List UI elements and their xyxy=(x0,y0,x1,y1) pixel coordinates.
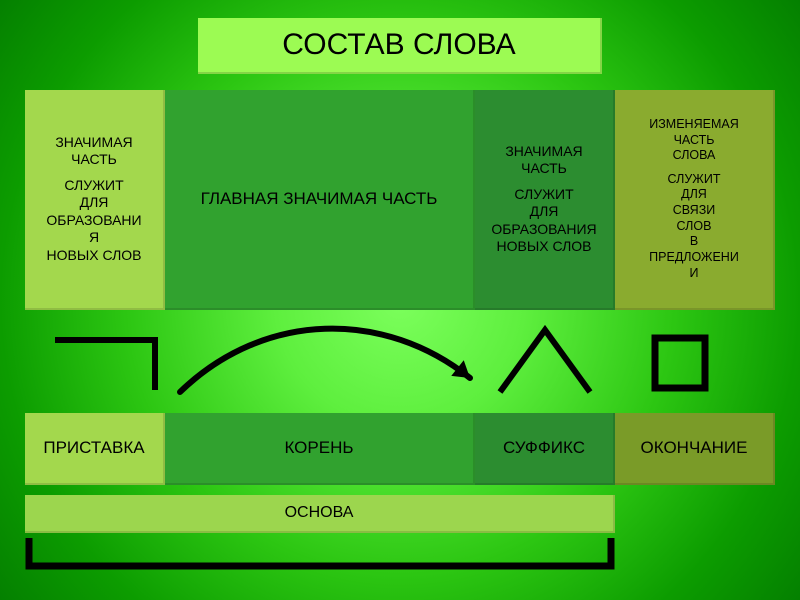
diagram-stage: СОСТАВ СЛОВА ЗНАЧИМАЯЧАСТЬ СЛУЖИТДЛЯОБРА… xyxy=(0,0,800,600)
basis-bracket-icon xyxy=(25,538,615,583)
ending-description: ИЗМЕНЯЕМАЯЧАСТЬСЛОВА СЛУЖИТДЛЯСВЯЗИСЛОВВ… xyxy=(615,90,775,310)
basis-row: ОСНОВА xyxy=(25,495,615,533)
diagram-title: СОСТАВ СЛОВА xyxy=(198,18,602,74)
ending-label-text: ОКОНЧАНИЕ xyxy=(641,438,748,458)
suffix-caret-icon xyxy=(500,330,590,392)
ending-label: ОКОНЧАНИЕ xyxy=(615,413,775,485)
title-text: СОСТАВ СЛОВА xyxy=(282,28,515,62)
root-arc-icon xyxy=(180,329,470,392)
root-description: ГЛАВНАЯ ЗНАЧИМАЯ ЧАСТЬ xyxy=(165,90,475,310)
suffix-label: СУФФИКС xyxy=(475,413,615,485)
suffix-description: ЗНАЧИМАЯЧАСТЬ СЛУЖИТДЛЯОБРАЗОВАНИЯНОВЫХ … xyxy=(475,90,615,310)
prefix-bracket-icon xyxy=(55,340,155,390)
description-row: ЗНАЧИМАЯЧАСТЬ СЛУЖИТДЛЯОБРАЗОВАНИЯНОВЫХ … xyxy=(25,90,775,310)
basis-text: ОСНОВА xyxy=(285,504,354,522)
root-label: КОРЕНЬ xyxy=(165,413,475,485)
suffix-label-text: СУФФИКС xyxy=(503,438,585,458)
prefix-label-text: ПРИСТАВКА xyxy=(43,438,144,458)
prefix-label: ПРИСТАВКА xyxy=(25,413,165,485)
ending-square-icon xyxy=(655,338,705,388)
label-row: ПРИСТАВКА КОРЕНЬ СУФФИКС ОКОНЧАНИЕ xyxy=(25,413,775,485)
root-label-text: КОРЕНЬ xyxy=(284,438,353,458)
morpheme-symbols xyxy=(25,320,775,408)
prefix-description: ЗНАЧИМАЯЧАСТЬ СЛУЖИТДЛЯОБРАЗОВАНИЯНОВЫХ … xyxy=(25,90,165,310)
